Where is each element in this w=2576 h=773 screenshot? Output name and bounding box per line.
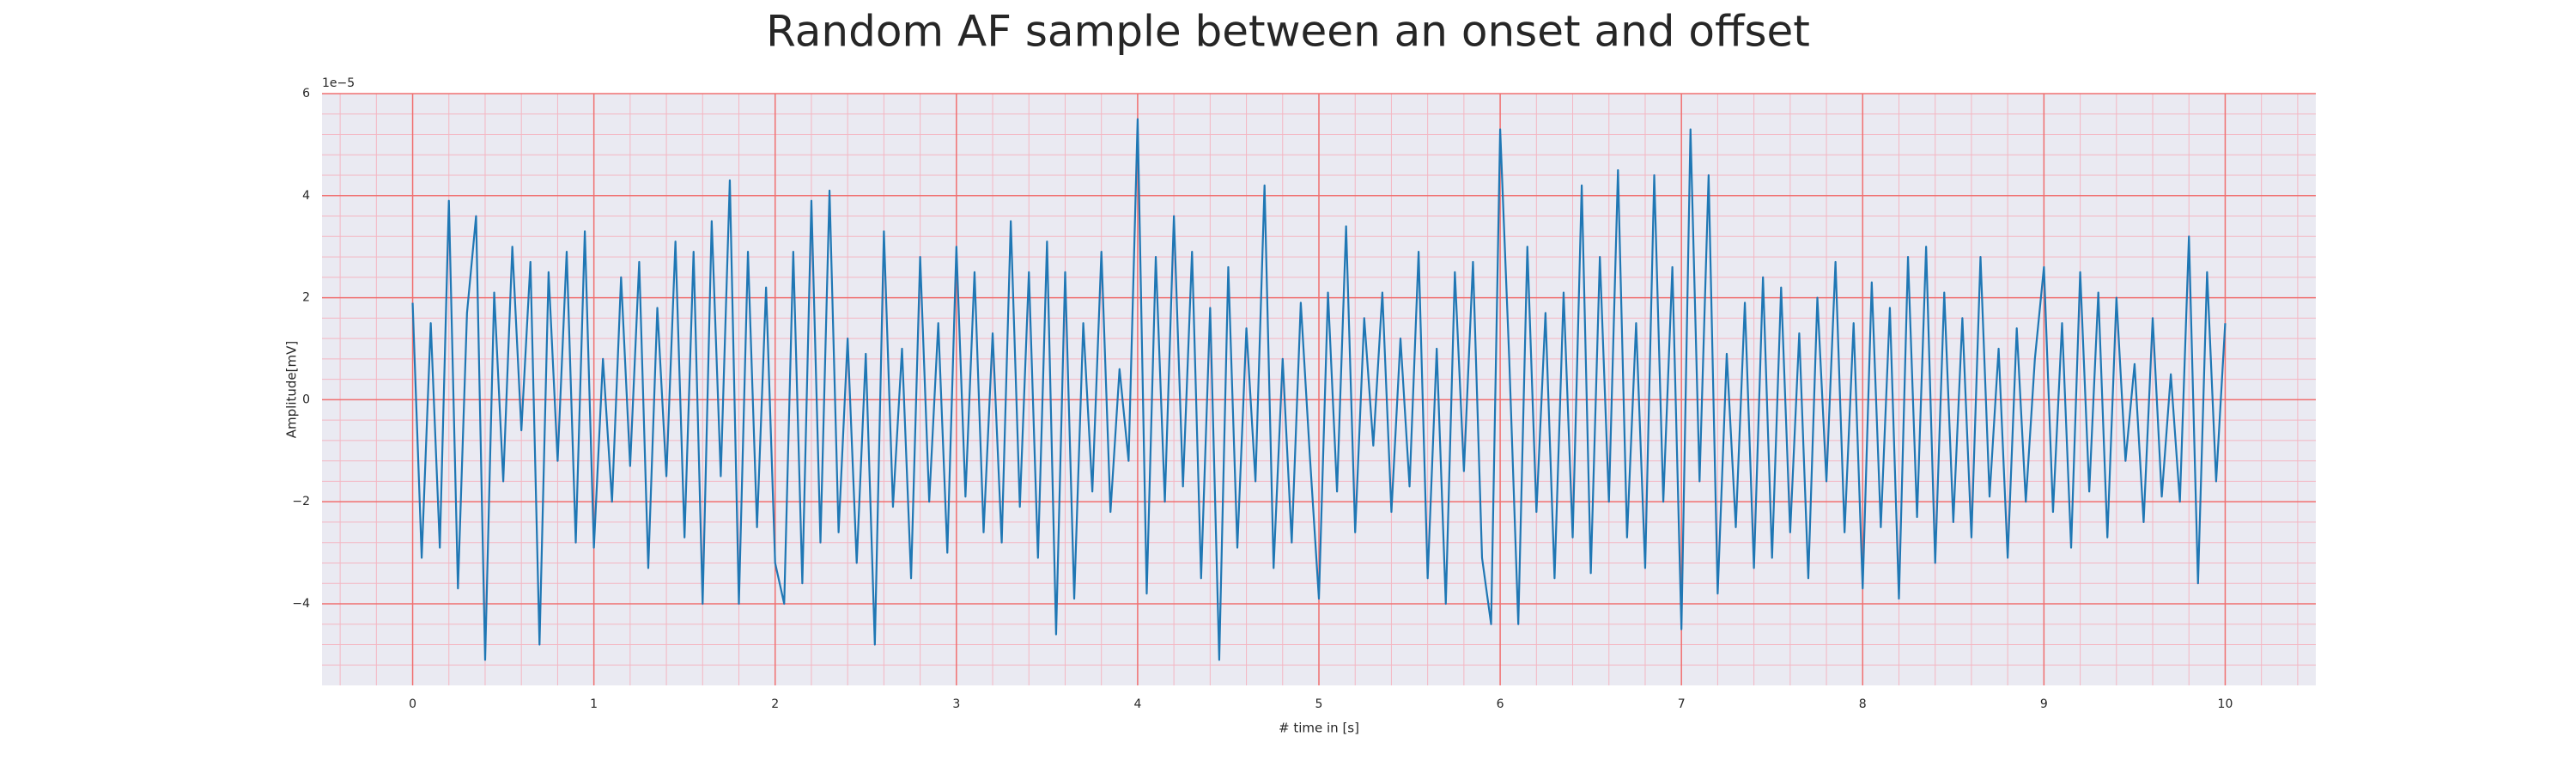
y-axis-label: Amplitude[mV] xyxy=(284,341,300,438)
x-tick-label: 6 xyxy=(1497,697,1504,711)
y-tick-label: −2 xyxy=(292,495,310,508)
y-tick-label: 0 xyxy=(302,393,310,406)
signal-line xyxy=(411,118,2227,661)
x-tick-label: 7 xyxy=(1678,697,1686,711)
x-tick-label: 5 xyxy=(1315,697,1323,711)
x-tick-label: 8 xyxy=(1859,697,1867,711)
y-tick-label: 2 xyxy=(302,291,310,305)
y-offset-label: 1e−5 xyxy=(322,76,355,90)
x-tick-label: 10 xyxy=(2218,697,2233,711)
x-tick-label: 1 xyxy=(590,697,598,711)
x-tick-label: 3 xyxy=(952,697,960,711)
y-tick-label: 6 xyxy=(302,87,310,100)
y-tick-label: −4 xyxy=(292,597,310,611)
x-tick-label: 4 xyxy=(1133,697,1141,711)
x-tick-label: 2 xyxy=(771,697,779,711)
x-tick-label: 0 xyxy=(409,697,416,711)
x-axis-label: # time in [s] xyxy=(1279,721,1359,736)
y-tick-label: 4 xyxy=(302,189,310,203)
chart-title: Random AF sample between an onset and of… xyxy=(766,7,1810,57)
x-tick-label: 9 xyxy=(2040,697,2048,711)
